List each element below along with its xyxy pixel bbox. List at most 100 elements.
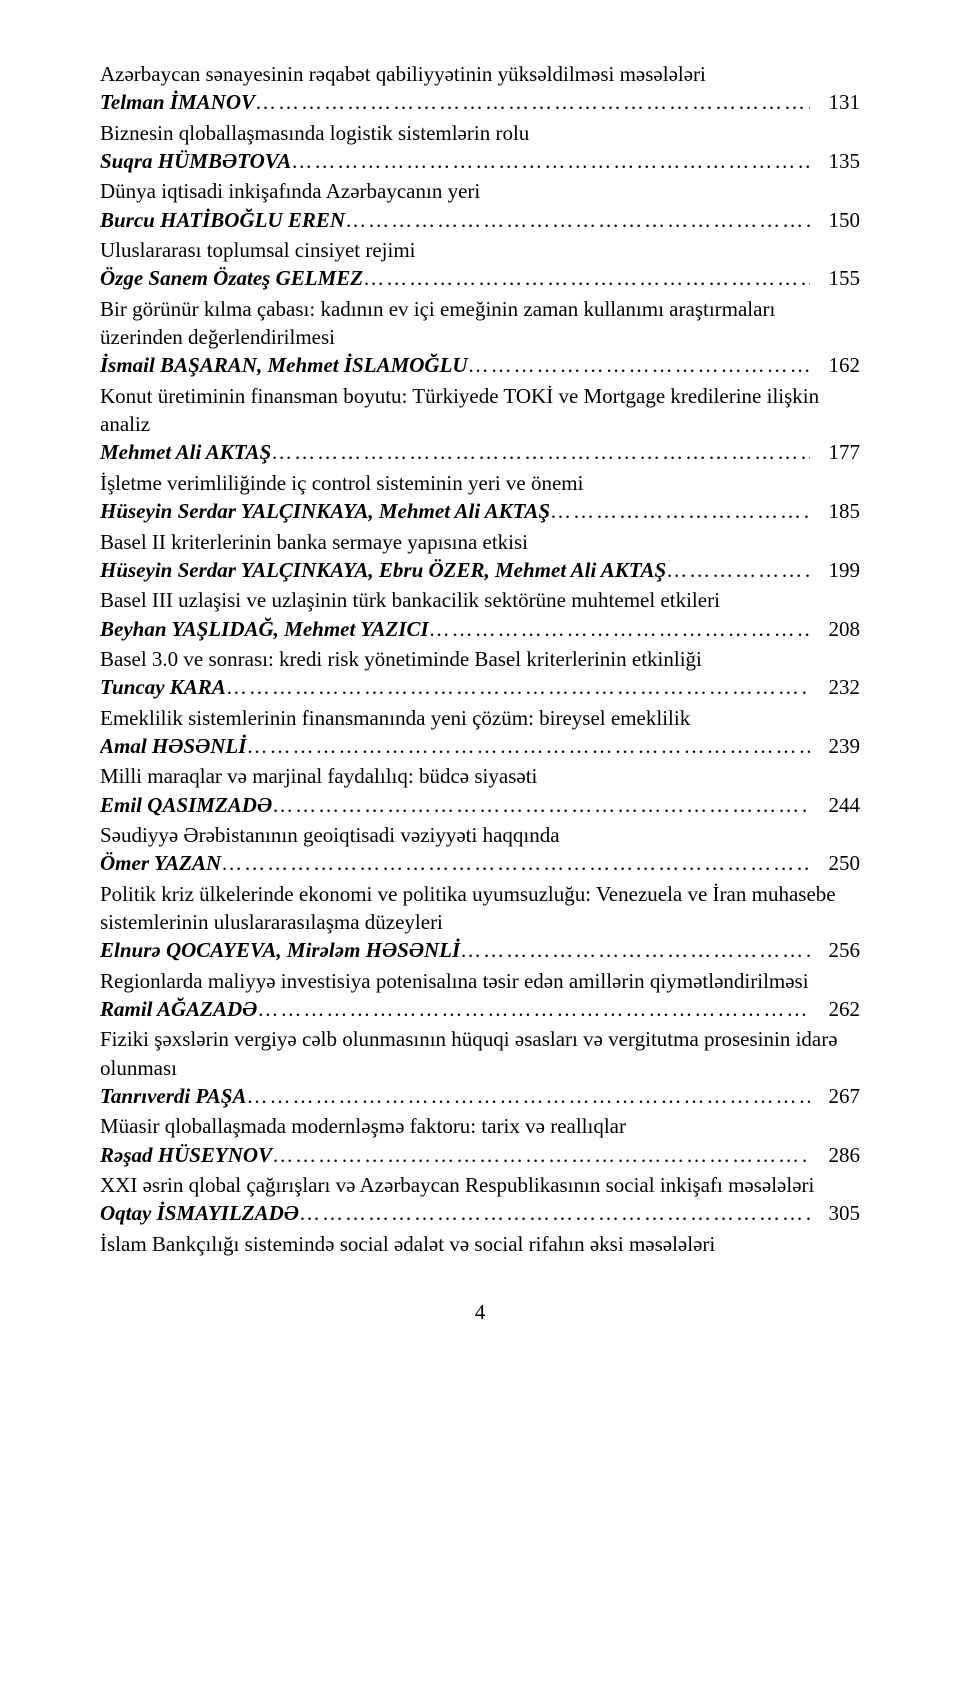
leader-dots: ……………………………………………………………………………………………………………: [345, 206, 810, 234]
entry-author-row: Beyhan YAŞLIDAĞ, Mehmet YAZICI……………………………: [100, 615, 860, 643]
entry-author: Hüseyin Serdar YALÇINKAYA, Ebru ÖZER, Me…: [100, 556, 666, 584]
entry-title: XXI əsrin qlobal çağırışları və Azərbayc…: [100, 1171, 860, 1199]
entry-author-row: Amal HƏSƏNLİ……………………………………………………………………………: [100, 732, 860, 760]
leader-dots: ……………………………………………………………………………………………………………: [221, 849, 810, 877]
leader-dots: ……………………………………………………………………………………………………………: [246, 1082, 810, 1110]
entry-title: Azərbaycan sənayesinin rəqabət qabiliyyə…: [100, 60, 860, 88]
entry-page: 305: [810, 1199, 860, 1227]
toc-entry: Səudiyyə Ərəbistanının geoiqtisadi vəziy…: [100, 821, 860, 878]
entry-author: Telman İMANOV: [100, 88, 255, 116]
toc-entry: Emeklilik sistemlerinin finansmanında ye…: [100, 704, 860, 761]
page-number-footer: 4: [100, 1298, 860, 1326]
entry-author-row: Özge Sanem Özateş GELMEZ……………………………………………: [100, 264, 860, 292]
entry-author: Emil QASIMZADƏ: [100, 791, 272, 819]
entry-title: Uluslararası toplumsal cinsiyet rejimi: [100, 236, 860, 264]
toc-entry: Basel II kriterlerinin banka sermaye yap…: [100, 528, 860, 585]
entry-author-row: Oqtay İSMAYILZADƏ………………………………………………………………: [100, 1199, 860, 1227]
leader-dots: ……………………………………………………………………………………………………………: [299, 1199, 810, 1227]
entry-author: Tuncay KARA: [100, 673, 226, 701]
entry-page: 135: [810, 147, 860, 175]
entry-page: 150: [810, 206, 860, 234]
toc-entry: Müasir qloballaşmada modernləşmə faktoru…: [100, 1112, 860, 1169]
entry-author: Burcu HATİBOĞLU EREN: [100, 206, 345, 234]
entry-author-row: Tanrıverdi PAŞA……………………………………………………………………: [100, 1082, 860, 1110]
entry-author-row: Elnurə QOCAYEVA, Mirələm HƏSƏNLİ………………………: [100, 936, 860, 964]
entry-title: Basel III uzlaşisi ve uzlaşinin türk ban…: [100, 586, 860, 614]
toc-entry: Politik kriz ülkelerinde ekonomi ve poli…: [100, 880, 860, 965]
entry-page: 185: [810, 497, 860, 525]
entry-author: İsmail BAŞARAN, Mehmet İSLAMOĞLU: [100, 351, 468, 379]
entry-title: Milli maraqlar və marjinal faydalılıq: b…: [100, 762, 860, 790]
entry-page: 239: [810, 732, 860, 760]
leader-dots: ……………………………………………………………………………………………………………: [272, 1141, 810, 1169]
entry-page: 162: [810, 351, 860, 379]
entry-author-row: İsmail BAŞARAN, Mehmet İSLAMOĞLU………………………: [100, 351, 860, 379]
page-number: 4: [475, 1300, 486, 1324]
toc-entry: Basel 3.0 ve sonrası: kredi risk yönetim…: [100, 645, 860, 702]
entry-author: Ramil AĞAZADƏ: [100, 995, 257, 1023]
leader-dots: ……………………………………………………………………………………………………………: [460, 936, 810, 964]
entry-author-row: Mehmet Ali AKTAŞ…………………………………………………………………: [100, 438, 860, 466]
toc-entry: Konut üretiminin finansman boyutu: Türki…: [100, 382, 860, 467]
table-of-contents: Azərbaycan sənayesinin rəqabət qabiliyyə…: [100, 60, 860, 1228]
toc-entry: Fiziki şəxslərin vergiyə cəlb olunmasını…: [100, 1025, 860, 1110]
entry-title: Emeklilik sistemlerinin finansmanında ye…: [100, 704, 860, 732]
toc-entry: Milli maraqlar və marjinal faydalılıq: b…: [100, 762, 860, 819]
leader-dots: ……………………………………………………………………………………………………………: [226, 673, 810, 701]
toc-entry: Dünya iqtisadi inkişafında Azərbaycanın …: [100, 177, 860, 234]
leader-dots: ……………………………………………………………………………………………………………: [429, 615, 810, 643]
entry-page: 232: [810, 673, 860, 701]
entry-author: Tanrıverdi PAŞA: [100, 1082, 246, 1110]
entry-author-row: Ramil AĞAZADƏ…………………………………………………………………………: [100, 995, 860, 1023]
entry-page: 256: [810, 936, 860, 964]
entry-author-row: Suqra HÜMBƏTOVA……………………………………………………………………: [100, 147, 860, 175]
toc-entry: Bir görünür kılma çabası: kadının ev içi…: [100, 295, 860, 380]
entry-title: İslam Bankçılığı sistemində social ədalə…: [100, 1230, 860, 1258]
entry-author-row: Hüseyin Serdar YALÇINKAYA, Mehmet Ali AK…: [100, 497, 860, 525]
toc-entry: Regionlarda maliyyə investisiya potenisa…: [100, 967, 860, 1024]
entry-author: Hüseyin Serdar YALÇINKAYA, Mehmet Ali AK…: [100, 497, 550, 525]
leader-dots: ……………………………………………………………………………………………………………: [272, 791, 810, 819]
entry-title: Dünya iqtisadi inkişafında Azərbaycanın …: [100, 177, 860, 205]
leader-dots: ……………………………………………………………………………………………………………: [291, 147, 810, 175]
entry-author: Özge Sanem Özateş GELMEZ: [100, 264, 363, 292]
leader-dots: ……………………………………………………………………………………………………………: [550, 497, 810, 525]
entry-title: Konut üretiminin finansman boyutu: Türki…: [100, 382, 860, 439]
entry-page: 208: [810, 615, 860, 643]
leader-dots: ……………………………………………………………………………………………………………: [666, 556, 810, 584]
entry-page: 199: [810, 556, 860, 584]
entry-author: Rəşad HÜSEYNOV: [100, 1141, 272, 1169]
entry-author-row: Burcu HATİBOĞLU EREN………………………………………………………: [100, 206, 860, 234]
entry-page: 244: [810, 791, 860, 819]
entry-author: Amal HƏSƏNLİ: [100, 732, 246, 760]
entry-page: 155: [810, 264, 860, 292]
entry-author: Beyhan YAŞLIDAĞ, Mehmet YAZICI: [100, 615, 429, 643]
toc-entry: XXI əsrin qlobal çağırışları və Azərbayc…: [100, 1171, 860, 1228]
entry-title: Fiziki şəxslərin vergiyə cəlb olunmasını…: [100, 1025, 860, 1082]
entry-title: Regionlarda maliyyə investisiya potenisa…: [100, 967, 860, 995]
entry-page: 267: [810, 1082, 860, 1110]
entry-author-row: Emil QASIMZADƏ………………………………………………………………………: [100, 791, 860, 819]
toc-entry: Biznesin qloballaşmasında logistik siste…: [100, 119, 860, 176]
toc-entry: Uluslararası toplumsal cinsiyet rejimiÖz…: [100, 236, 860, 293]
entry-author: Ömer YAZAN: [100, 849, 221, 877]
leader-dots: ……………………………………………………………………………………………………………: [363, 264, 810, 292]
entry-author-row: Telman İMANOV…………………………………………………………………………: [100, 88, 860, 116]
entry-title: Biznesin qloballaşmasında logistik siste…: [100, 119, 860, 147]
entry-page: 250: [810, 849, 860, 877]
entry-title: Müasir qloballaşmada modernləşmə faktoru…: [100, 1112, 860, 1140]
entry-author: Elnurə QOCAYEVA, Mirələm HƏSƏNLİ: [100, 936, 460, 964]
entry-author-row: Hüseyin Serdar YALÇINKAYA, Ebru ÖZER, Me…: [100, 556, 860, 584]
entry-author: Oqtay İSMAYILZADƏ: [100, 1199, 299, 1227]
entry-title: Basel 3.0 ve sonrası: kredi risk yönetim…: [100, 645, 860, 673]
entry-author-row: Ömer YAZAN…………………………………………………………………………………: [100, 849, 860, 877]
entry-author: Mehmet Ali AKTAŞ: [100, 438, 271, 466]
entry-title: Bir görünür kılma çabası: kadının ev içi…: [100, 295, 860, 352]
leader-dots: ……………………………………………………………………………………………………………: [468, 351, 810, 379]
toc-entry: İşletme verimliliğinde iç control sistem…: [100, 469, 860, 526]
trailing-title: İslam Bankçılığı sistemində social ədalə…: [100, 1230, 860, 1258]
entry-page: 262: [810, 995, 860, 1023]
entry-page: 131: [810, 88, 860, 116]
entry-title: Basel II kriterlerinin banka sermaye yap…: [100, 528, 860, 556]
entry-author-row: Rəşad HÜSEYNOV………………………………………………………………………: [100, 1141, 860, 1169]
